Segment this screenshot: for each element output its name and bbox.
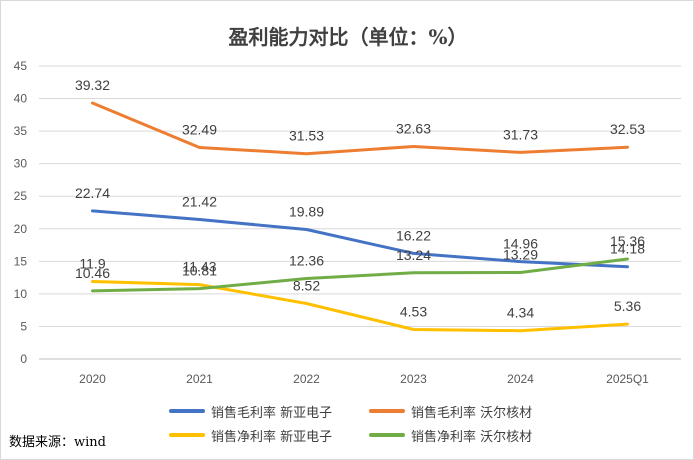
y-tick-label: 30 — [14, 157, 28, 171]
x-tick-label: 2023 — [400, 372, 427, 386]
data-label: 19.89 — [289, 203, 324, 219]
data-label: 14.96 — [503, 236, 538, 252]
data-label: 32.49 — [182, 121, 217, 137]
legend-swatch — [169, 433, 205, 437]
y-tick-label: 40 — [14, 92, 28, 106]
y-tick-label: 0 — [20, 352, 27, 366]
x-tick-label: 2024 — [507, 372, 534, 386]
data-label: 11.9 — [79, 256, 105, 272]
x-tick-label: 2020 — [79, 372, 106, 386]
legend-label: 销售净利率 新亚电子 — [211, 429, 333, 445]
legend-label: 销售净利率 沃尔核材 — [411, 429, 533, 445]
y-tick-label: 15 — [14, 254, 28, 268]
data-label: 13.29 — [503, 246, 538, 262]
data-label: 8.52 — [293, 278, 320, 294]
series-line — [91, 101, 629, 156]
data-labels: 22.74 21.42 19.89 16.22 14.96 14.18 39.32 32.49… — [75, 77, 645, 321]
data-label: 16.22 — [396, 227, 431, 243]
y-tick-label: 25 — [14, 189, 28, 203]
legend-item-net-margin-woer: 销售净利率 沃尔核材 — [369, 425, 569, 445]
legend-label: 销售毛利率 沃尔核材 — [411, 405, 533, 421]
data-label: 22.74 — [75, 185, 110, 201]
y-tick-label: 20 — [14, 222, 28, 236]
data-label: 31.53 — [289, 128, 324, 144]
legend-item-gross-margin-xinya: 销售毛利率 新亚电子 — [169, 401, 359, 421]
legend-label: 销售毛利率 新亚电子 — [211, 405, 333, 421]
data-label: 39.32 — [75, 77, 110, 93]
series-lines — [91, 101, 629, 333]
y-tick-label: 10 — [14, 287, 28, 301]
gridlines — [39, 65, 681, 360]
series-line — [91, 257, 629, 293]
legend-swatch — [169, 409, 205, 413]
y-tick-label: 45 — [14, 59, 28, 73]
data-label: 32.53 — [610, 121, 645, 137]
chart-title: 盈利能力对比（单位：%） — [228, 25, 468, 49]
x-tick-label: 2021 — [186, 372, 213, 386]
y-axis-tick-labels: 0 5 10 15 20 25 30 35 40 45 — [14, 59, 28, 366]
data-label: 10.46 — [75, 265, 110, 281]
source-note: 数据来源：wind — [9, 435, 106, 450]
legend-item-gross-margin-woer: 销售毛利率 沃尔核材 — [369, 401, 569, 421]
legend: 销售毛利率 新亚电子 销售毛利率 沃尔核材 销售净利率 新亚电子 销售净利率 沃… — [169, 401, 589, 445]
data-label: 13.24 — [396, 247, 431, 263]
x-axis-tick-labels: 2020 2021 2022 2023 2024 2025Q1 — [79, 372, 649, 386]
legend-swatch — [369, 433, 405, 437]
x-tick-label: 2022 — [293, 372, 320, 386]
y-tick-label: 35 — [14, 124, 28, 138]
data-label: 21.42 — [182, 194, 217, 210]
legend-item-net-margin-xinya: 销售净利率 新亚电子 — [169, 425, 359, 445]
series-line — [91, 209, 629, 269]
data-label: 14.18 — [610, 241, 645, 257]
data-label: 12.36 — [289, 253, 324, 269]
data-label: 15.36 — [610, 233, 645, 249]
series-line — [91, 280, 629, 333]
data-label: 32.63 — [396, 121, 431, 137]
data-label: 5.36 — [614, 298, 641, 314]
data-label: 4.53 — [400, 304, 427, 320]
y-tick-label: 5 — [20, 319, 27, 333]
data-label: 10.81 — [182, 263, 217, 279]
legend-swatch — [369, 409, 405, 413]
data-label: 4.34 — [507, 305, 534, 321]
data-label: 31.73 — [503, 126, 538, 142]
x-tick-label: 2025Q1 — [606, 372, 649, 386]
data-label: 11.43 — [183, 259, 217, 275]
